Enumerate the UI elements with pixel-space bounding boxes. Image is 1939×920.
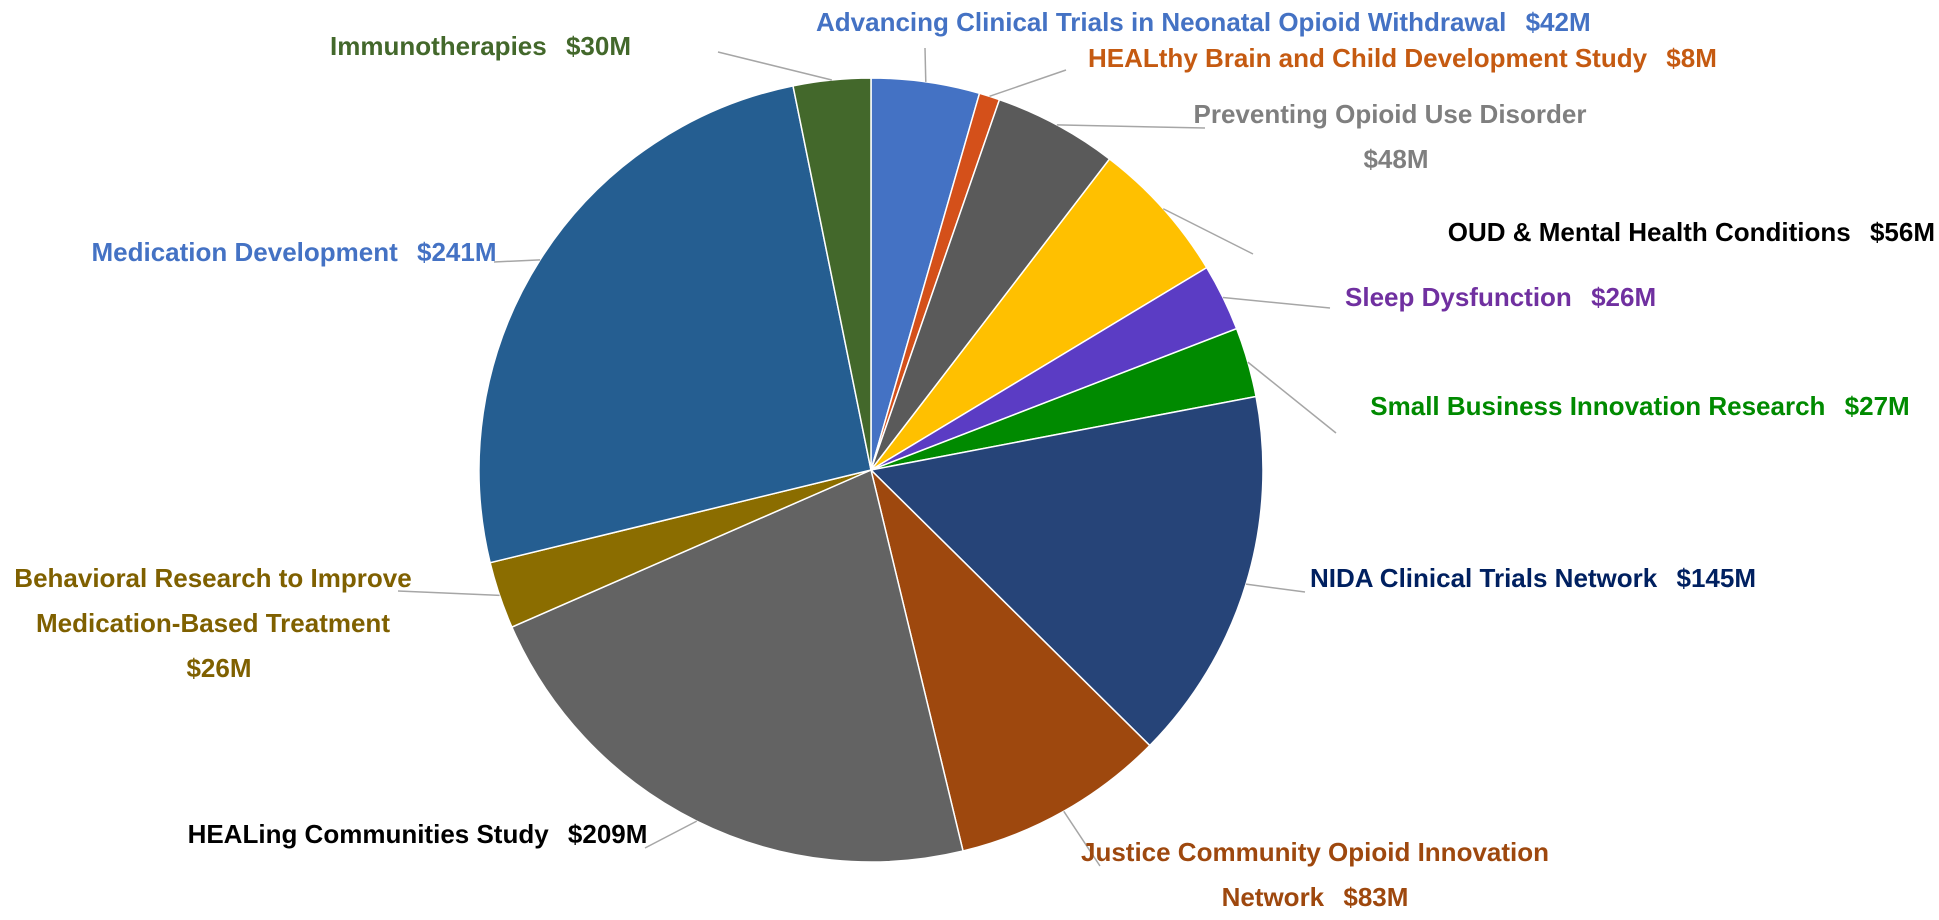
leader-line xyxy=(1247,361,1337,434)
slice-label: Preventing Opioid Use Disorder $48M xyxy=(1190,92,1590,182)
slice-label: Immunotherapies $30M xyxy=(330,24,730,69)
category-name: HEALing Communities Study xyxy=(187,819,549,849)
value-label: $56M xyxy=(1869,217,1935,247)
slice-label: Medication Development $241M xyxy=(60,230,528,275)
category-name: Justice Community Opioid Innovation Netw… xyxy=(1080,837,1550,912)
value-label: $26M xyxy=(1591,282,1657,312)
pie-slice xyxy=(870,157,1208,471)
category-name: Sleep Dysfunction xyxy=(1345,282,1572,312)
slice-label: Advancing Clinical Trials in Neonatal Op… xyxy=(816,0,1896,45)
category-name: Medication Development xyxy=(91,237,398,267)
leader-line xyxy=(1245,583,1306,593)
pie-slice xyxy=(478,84,872,564)
leader-line xyxy=(493,259,541,263)
value-label: $30M xyxy=(565,31,631,61)
leader-line xyxy=(644,820,698,849)
leader-line xyxy=(989,69,1067,98)
category-name: Behavioral Research to Improve Medicatio… xyxy=(14,563,412,638)
leader-line xyxy=(924,47,927,82)
leader-line xyxy=(717,51,832,81)
value-label: $48M xyxy=(1363,144,1429,174)
slice-label: OUD & Mental Health Conditions $56M xyxy=(1280,210,1935,255)
value-label: $26M xyxy=(186,653,252,683)
category-name: Immunotherapies xyxy=(330,31,547,61)
leader-line xyxy=(1222,296,1331,309)
value-label: $241M xyxy=(417,237,497,267)
category-name: Preventing Opioid Use Disorder xyxy=(1193,99,1587,129)
category-name: Advancing Clinical Trials in Neonatal Op… xyxy=(816,7,1507,37)
category-name: HEALthy Brain and Child Development Stud… xyxy=(1088,43,1648,73)
category-name: Small Business Innovation Research xyxy=(1370,391,1826,421)
slice-label: Sleep Dysfunction $26M xyxy=(1345,275,1905,320)
slice-label: Small Business Innovation Research $27M xyxy=(1340,384,1939,429)
slice-label: NIDA Clinical Trials Network $145M xyxy=(1300,556,1766,601)
value-label: $83M xyxy=(1343,882,1409,912)
category-name: NIDA Clinical Trials Network xyxy=(1310,563,1658,593)
slice-label: Justice Community Opioid Innovation Netw… xyxy=(1075,830,1555,920)
category-name: OUD & Mental Health Conditions xyxy=(1447,217,1851,247)
value-label: $209M xyxy=(567,819,648,849)
slice-label: Behavioral Research to Improve Medicatio… xyxy=(0,556,426,691)
value-label: $8M xyxy=(1666,43,1717,73)
leader-line xyxy=(1063,810,1101,867)
value-label: $27M xyxy=(1844,391,1910,421)
pie-slice xyxy=(792,77,872,471)
leader-line xyxy=(1056,124,1206,129)
leader-line xyxy=(397,590,500,597)
leader-line xyxy=(1162,208,1254,255)
slice-label: HEALthy Brain and Child Development Stud… xyxy=(1088,36,1928,81)
value-label: $145M xyxy=(1676,563,1756,593)
slice-label: HEALing Communities Study $209M xyxy=(160,812,675,857)
value-label: $42M xyxy=(1525,7,1591,37)
